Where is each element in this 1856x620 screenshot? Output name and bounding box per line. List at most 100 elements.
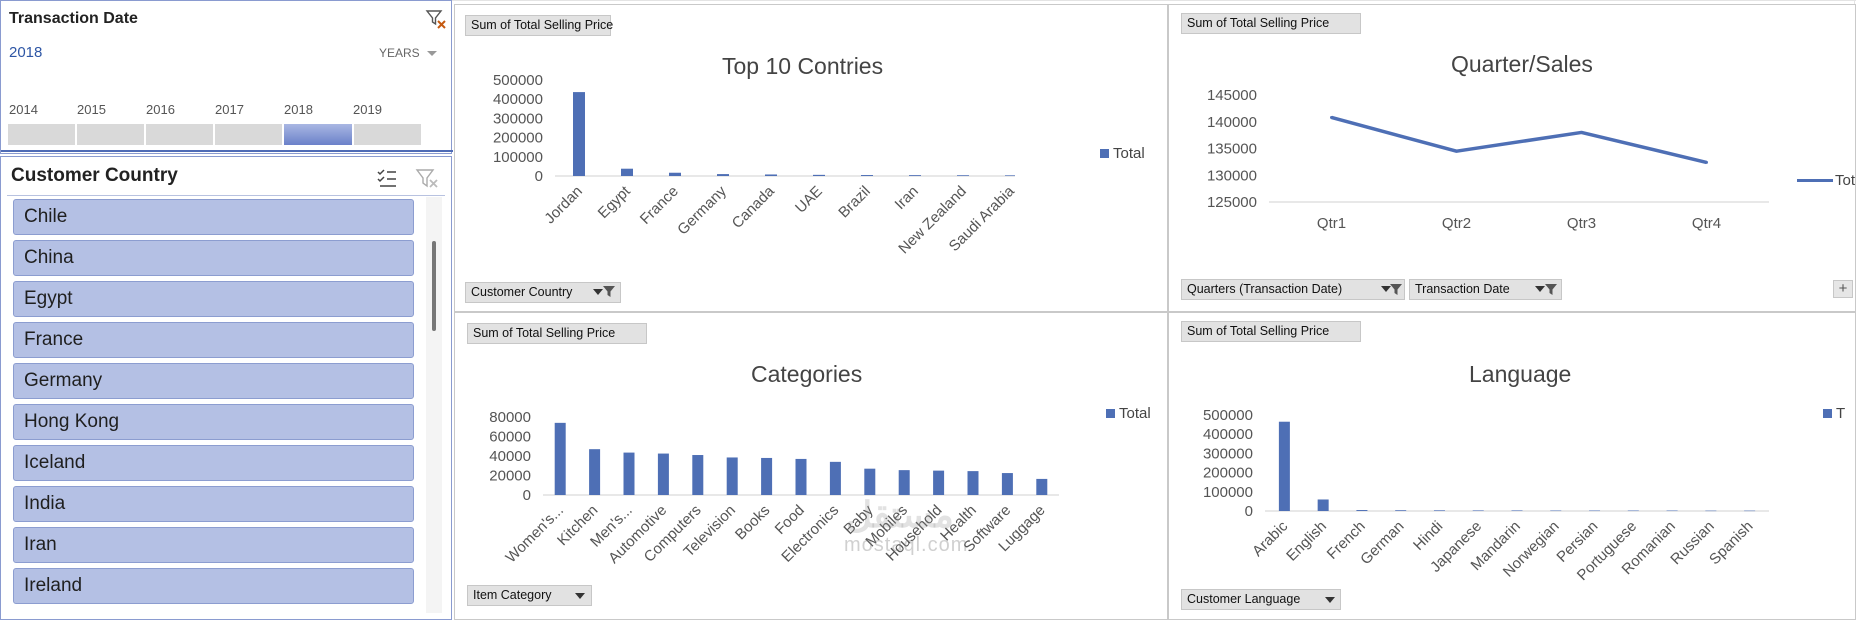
bar bbox=[967, 471, 979, 495]
timeline-level-selector[interactable]: YEARS bbox=[379, 46, 420, 60]
timeline-bar-2014[interactable] bbox=[8, 124, 75, 145]
data-point bbox=[1455, 149, 1458, 153]
axis-field-button[interactable]: Customer Country bbox=[465, 282, 621, 303]
bar bbox=[1356, 510, 1368, 511]
top-countries-chart-panel[interactable]: Sum of Total Selling Price Top 10 Contri… bbox=[454, 4, 1168, 312]
x-tick-label: Qtr2 bbox=[1442, 215, 1471, 232]
clear-filter-icon[interactable] bbox=[425, 8, 447, 30]
slicer-item-germany[interactable]: Germany bbox=[13, 363, 414, 399]
timeline-year-label: 2018 bbox=[284, 102, 313, 117]
data-point bbox=[1705, 160, 1708, 164]
plus-icon[interactable]: + bbox=[1833, 280, 1853, 298]
y-tick-label: 130000 bbox=[1207, 167, 1257, 184]
quarter-sales-chart-panel[interactable]: Sum of Total Selling Price Quarter/Sales… bbox=[1168, 4, 1856, 312]
bar bbox=[1001, 473, 1013, 495]
slicer-item-iran[interactable]: Iran bbox=[13, 527, 414, 563]
timeline-year-label: 2016 bbox=[146, 102, 175, 117]
chart-title: Language bbox=[1469, 361, 1572, 387]
bar bbox=[1627, 510, 1639, 512]
axis-field-button[interactable]: Item Category bbox=[467, 585, 592, 606]
bar bbox=[1550, 510, 1562, 512]
quarter-sales-line-chart: 125000 130000 135000 140000 145000 Qtr1 Qtr2 Qt… bbox=[1207, 87, 1769, 232]
bar bbox=[898, 470, 910, 495]
slicer-item-hong-kong[interactable]: Hong Kong bbox=[13, 404, 414, 440]
x-tick-label: France bbox=[637, 183, 682, 228]
bar bbox=[692, 455, 704, 495]
funnel-icon[interactable] bbox=[1544, 283, 1558, 296]
chart-legend: T bbox=[1823, 405, 1856, 422]
slicer-item-egypt[interactable]: Egypt bbox=[13, 281, 414, 317]
dropdown-arrow-icon[interactable] bbox=[1381, 286, 1391, 292]
timeline-year-label: 2017 bbox=[215, 102, 244, 117]
funnel-icon[interactable] bbox=[1389, 283, 1403, 296]
slicer-item-india[interactable]: India bbox=[13, 486, 414, 522]
timeline-title: Transaction Date bbox=[9, 10, 138, 27]
axis-field-button[interactable]: Quarters (Transaction Date) bbox=[1181, 279, 1405, 300]
categories-chart-panel[interactable]: Sum of Total Selling Price Categories 0 2… bbox=[454, 312, 1168, 620]
timeline-bar-2017[interactable] bbox=[215, 124, 282, 145]
timeline-bar-2016[interactable] bbox=[146, 124, 213, 145]
slicer-scrollbar-thumb[interactable] bbox=[432, 241, 436, 331]
legend-label: Tot bbox=[1835, 172, 1856, 189]
dropdown-arrow-icon[interactable] bbox=[575, 593, 585, 599]
bar bbox=[1317, 499, 1329, 511]
data-point bbox=[1580, 130, 1583, 134]
data-point bbox=[1330, 115, 1333, 119]
axis-field-label: Item Category bbox=[473, 588, 552, 602]
clear-filter-icon[interactable] bbox=[415, 167, 439, 189]
bar bbox=[933, 470, 945, 495]
dropdown-arrow-icon[interactable] bbox=[1535, 286, 1545, 292]
slicer-scrollbar[interactable] bbox=[426, 197, 442, 613]
x-tick-label: Canada bbox=[729, 182, 779, 232]
timeline-bar-2015[interactable] bbox=[77, 124, 144, 145]
timeline-bar-2018[interactable] bbox=[284, 124, 352, 145]
bar bbox=[1433, 510, 1445, 511]
categories-bar-chart: 020000400006000080000Women's...KitchenMe… bbox=[489, 409, 1059, 567]
dropdown-arrow-icon[interactable] bbox=[427, 51, 437, 56]
chart-title: Top 10 Contries bbox=[722, 53, 884, 79]
legend-swatch bbox=[1100, 149, 1109, 158]
bar bbox=[623, 452, 635, 495]
bar bbox=[795, 458, 807, 495]
axis-field-label: Customer Country bbox=[471, 285, 573, 299]
y-tick-label: 80000 bbox=[489, 409, 531, 426]
bar bbox=[621, 168, 633, 176]
slicer-item-chile[interactable]: Chile bbox=[13, 199, 414, 235]
timeline-year-label: 2015 bbox=[77, 102, 106, 117]
axis-field-button[interactable]: Customer Language bbox=[1181, 589, 1341, 610]
chart-title: Quarter/Sales bbox=[1451, 51, 1593, 77]
bar bbox=[726, 457, 738, 495]
x-tick-label: Brazil bbox=[835, 183, 874, 222]
x-tick-label: Qtr1 bbox=[1317, 215, 1346, 232]
timeline-bar-2019[interactable] bbox=[354, 124, 421, 145]
axis-field-label: Customer Language bbox=[1187, 592, 1301, 606]
value-field-button[interactable]: Sum of Total Selling Price bbox=[465, 15, 613, 36]
bar bbox=[717, 174, 729, 176]
timeline-year-label: 2014 bbox=[9, 102, 38, 117]
value-field-button[interactable]: Sum of Total Selling Price bbox=[1181, 13, 1361, 34]
language-chart-panel[interactable]: Sum of Total Selling Price Language 0 100… bbox=[1168, 312, 1856, 620]
axis-field-button[interactable]: Transaction Date bbox=[1409, 279, 1562, 300]
y-tick-label: 20000 bbox=[489, 468, 531, 485]
y-tick-label: 140000 bbox=[1207, 114, 1257, 131]
y-tick-label: 0 bbox=[1245, 503, 1253, 520]
bar bbox=[554, 422, 566, 495]
slicer-item-ireland[interactable]: Ireland bbox=[13, 568, 414, 604]
bar bbox=[1005, 175, 1015, 176]
dropdown-arrow-icon[interactable] bbox=[593, 289, 603, 295]
dropdown-arrow-icon[interactable] bbox=[1325, 597, 1335, 603]
bar bbox=[829, 461, 841, 495]
funnel-icon[interactable] bbox=[602, 285, 616, 298]
y-tick-label: 300000 bbox=[493, 110, 543, 127]
timeline-scroll-line[interactable] bbox=[1, 150, 453, 152]
slicer-item-iceland[interactable]: Iceland bbox=[13, 445, 414, 481]
y-tick-label: 500000 bbox=[1203, 407, 1253, 424]
value-field-button[interactable]: Sum of Total Selling Price bbox=[1181, 321, 1361, 342]
value-field-button[interactable]: Sum of Total Selling Price bbox=[467, 323, 647, 344]
slicer-item-france[interactable]: France bbox=[13, 322, 414, 358]
multi-select-icon[interactable] bbox=[376, 167, 398, 189]
transaction-date-timeline[interactable]: Transaction Date 2018 YEARS 2014 2015 20… bbox=[0, 0, 453, 154]
bar bbox=[1472, 510, 1484, 511]
slicer-item-china[interactable]: China bbox=[13, 240, 414, 276]
y-tick-label: 125000 bbox=[1207, 194, 1257, 211]
